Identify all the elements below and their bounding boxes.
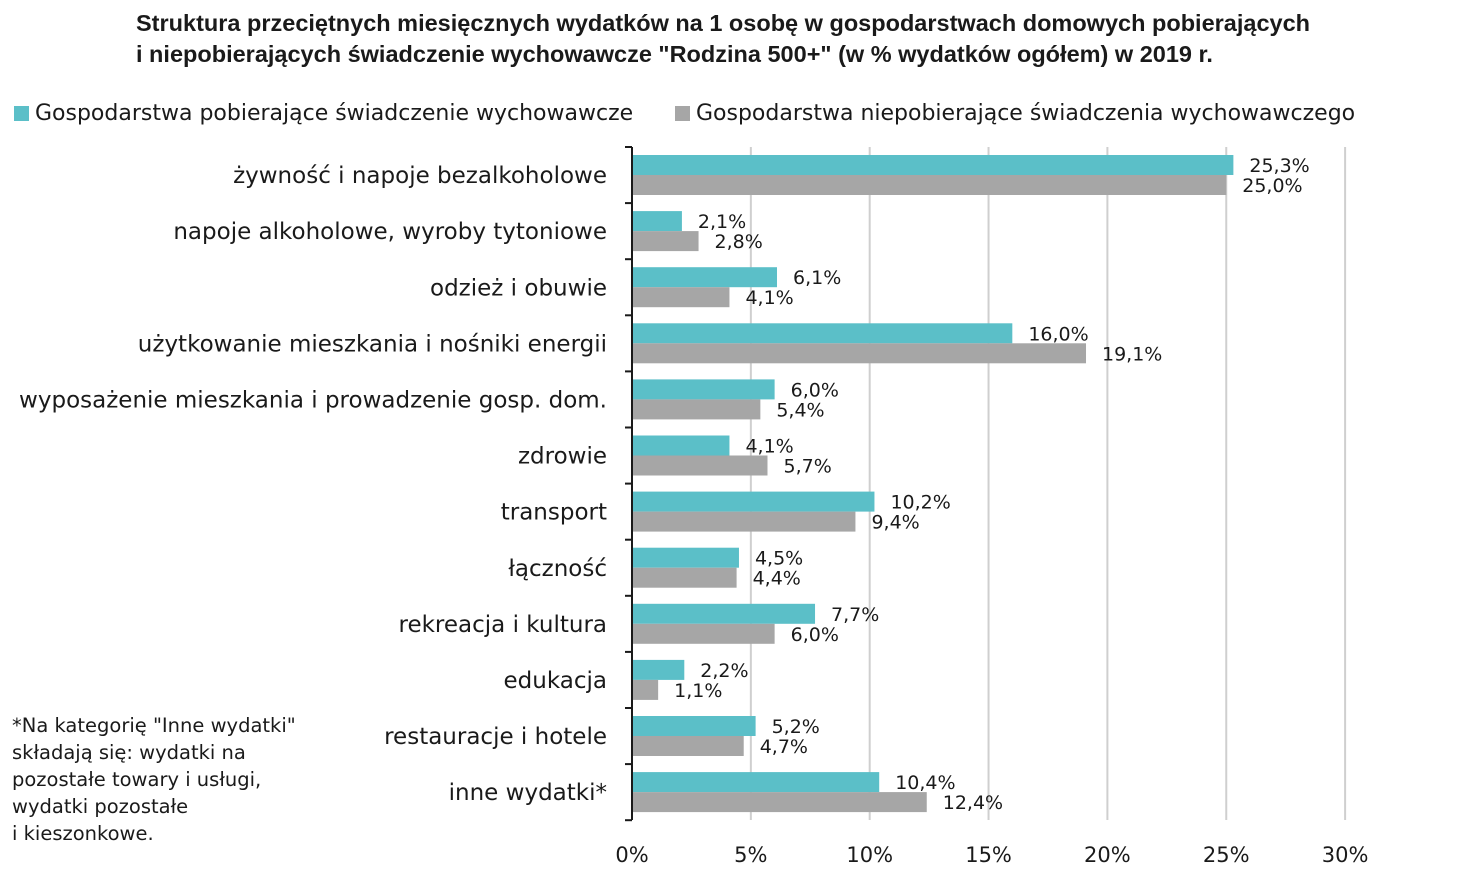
data-label: 4,4% xyxy=(753,568,801,590)
data-label: 2,1% xyxy=(698,211,746,233)
category-label: inne wydatki* xyxy=(449,780,607,806)
chart-title: Struktura przeciętnych miesięcznych wyda… xyxy=(136,8,1436,70)
x-tick-label: 5% xyxy=(734,843,767,867)
category-label: odzież i obuwie xyxy=(430,275,607,301)
bar-non-recipients xyxy=(632,567,737,588)
chart-title-line: Struktura przeciętnych miesięcznych wyda… xyxy=(136,10,1311,36)
bar-recipients xyxy=(632,267,777,288)
data-label: 9,4% xyxy=(871,512,919,534)
data-label: 16,0% xyxy=(1028,323,1088,345)
data-label: 4,1% xyxy=(745,436,793,458)
data-label: 6,1% xyxy=(793,267,841,289)
legend-label-non-recipients: Gospodarstwa niepobierające świadczenia … xyxy=(696,101,1356,126)
bar-non-recipients xyxy=(632,792,927,813)
data-label: 10,2% xyxy=(890,492,950,514)
chart-title-line: i niepobierających świadczenie wychowawc… xyxy=(136,41,1213,67)
data-label: 2,2% xyxy=(700,660,748,682)
bar-recipients xyxy=(632,772,880,793)
bar-non-recipients xyxy=(632,399,761,420)
bar-non-recipients xyxy=(632,679,659,700)
data-label: 5,2% xyxy=(772,716,820,738)
bar-recipients xyxy=(632,379,775,400)
category-label: restauracje i hotele xyxy=(384,724,607,750)
bar-recipients xyxy=(632,716,756,736)
bar-recipients xyxy=(632,603,816,624)
data-label: 5,7% xyxy=(783,456,831,478)
footnote-line: pozostałe towary i usługi, xyxy=(12,768,262,791)
bar-non-recipients xyxy=(632,231,699,252)
x-tick-label: 30% xyxy=(1322,843,1369,867)
category-label: użytkowanie mieszkania i nośniki energii xyxy=(138,331,607,357)
footnote-line: *Na kategorię "Inne wydatki" xyxy=(12,714,296,737)
category-label: zdrowie xyxy=(518,444,607,470)
bar-recipients xyxy=(632,211,682,232)
category-label: łączność xyxy=(508,556,607,582)
bar-recipients xyxy=(632,155,1234,175)
bar-non-recipients xyxy=(632,175,1227,195)
footnote-line: i kieszonkowe. xyxy=(12,822,154,845)
x-tick-label: 15% xyxy=(965,843,1012,867)
data-label: 12,4% xyxy=(943,792,1003,814)
bar-non-recipients xyxy=(632,343,1087,364)
category-label: rekreacja i kultura xyxy=(399,612,607,638)
bar-non-recipients xyxy=(632,455,768,476)
data-label: 4,1% xyxy=(745,287,793,309)
footnote-line: składają się: wydatki na xyxy=(12,741,246,764)
x-tick-label: 20% xyxy=(1084,843,1131,867)
data-label: 6,0% xyxy=(791,624,839,646)
legend-item-non-recipients: Gospodarstwa niepobierające świadczenia … xyxy=(675,101,1355,126)
bar-non-recipients xyxy=(632,736,744,756)
data-label: 6,0% xyxy=(791,379,839,401)
legend-swatch-non-recipients xyxy=(675,106,690,121)
data-label: 4,5% xyxy=(755,548,803,570)
bar-non-recipients xyxy=(632,623,775,644)
bar-recipients xyxy=(632,323,1013,344)
x-tick-label: 0% xyxy=(615,843,648,867)
data-label: 5,4% xyxy=(776,399,824,421)
bar-recipients xyxy=(632,659,685,680)
data-label: 25,3% xyxy=(1249,155,1309,177)
category-label: żywność i napoje bezalkoholowe xyxy=(233,163,607,189)
bar-recipients xyxy=(632,547,739,568)
data-label: 1,1% xyxy=(674,680,722,702)
bar-non-recipients xyxy=(632,511,856,532)
data-label: 4,7% xyxy=(760,736,808,758)
data-label: 19,1% xyxy=(1102,343,1162,365)
bar-recipients xyxy=(632,491,875,512)
data-label: 25,0% xyxy=(1242,175,1302,197)
data-label: 7,7% xyxy=(831,604,879,626)
x-tick-label: 10% xyxy=(846,843,893,867)
x-tick-label: 25% xyxy=(1203,843,1250,867)
footnote-line: wydatki pozostałe xyxy=(12,795,189,818)
bar-non-recipients xyxy=(632,287,730,308)
legend-label-recipients: Gospodarstwa pobierające świadczenie wyc… xyxy=(35,101,634,126)
data-label: 10,4% xyxy=(895,772,955,794)
data-label: 2,8% xyxy=(715,231,763,253)
category-label: edukacja xyxy=(504,668,607,694)
legend-swatch-recipients xyxy=(14,106,29,121)
legend-item-recipients: Gospodarstwa pobierające świadczenie wyc… xyxy=(14,101,633,126)
category-label: transport xyxy=(501,500,607,526)
bar-recipients xyxy=(632,435,730,456)
footnote: *Na kategorię "Inne wydatki" składają si… xyxy=(12,712,296,847)
category-label: napoje alkoholowe, wyroby tytoniowe xyxy=(173,219,607,245)
category-label: wyposażenie mieszkania i prowadzenie gos… xyxy=(19,387,607,413)
